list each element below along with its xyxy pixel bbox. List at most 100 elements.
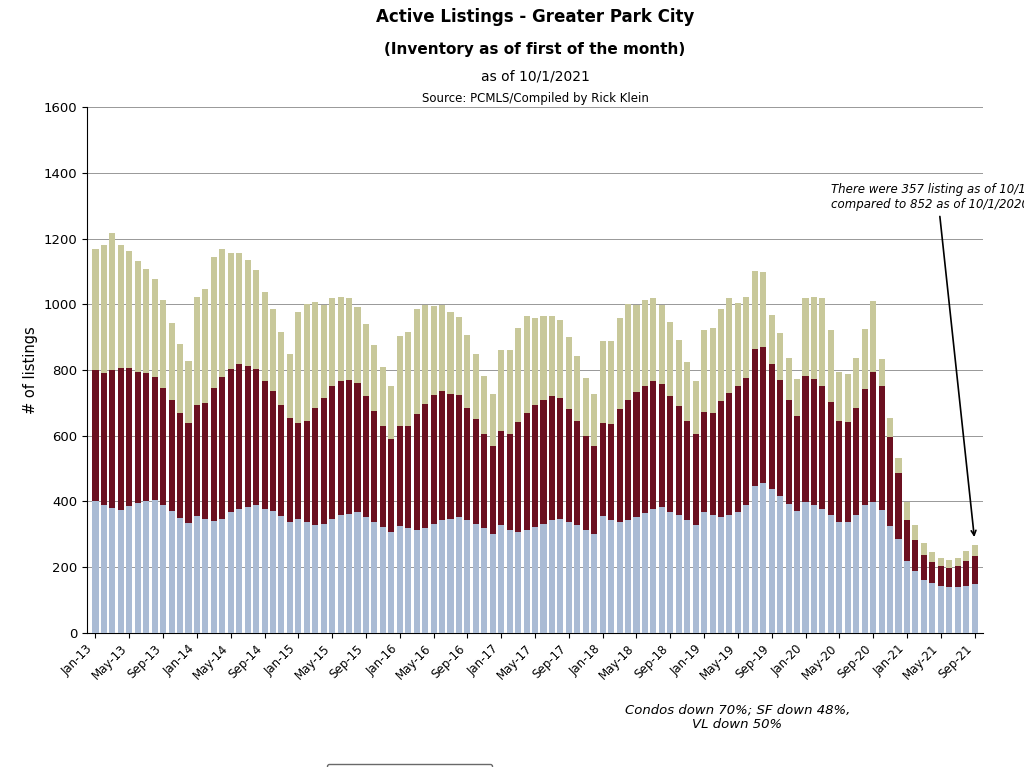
Text: (Inventory as of first of the month): (Inventory as of first of the month) bbox=[384, 42, 686, 58]
Bar bbox=[887, 418, 893, 436]
Bar bbox=[566, 337, 571, 410]
Bar bbox=[237, 364, 243, 509]
Bar bbox=[489, 393, 496, 446]
Bar bbox=[304, 304, 310, 420]
Bar bbox=[532, 527, 538, 633]
Bar bbox=[785, 504, 792, 633]
Bar bbox=[726, 515, 732, 633]
Bar bbox=[541, 316, 547, 400]
Bar bbox=[827, 331, 834, 402]
Bar bbox=[101, 505, 106, 633]
Bar bbox=[819, 509, 825, 633]
Bar bbox=[870, 372, 877, 502]
Bar bbox=[362, 324, 369, 397]
Bar bbox=[837, 420, 843, 522]
Bar bbox=[261, 509, 267, 633]
Bar bbox=[600, 423, 606, 516]
Bar bbox=[211, 258, 217, 388]
Bar bbox=[110, 233, 116, 370]
Bar bbox=[430, 524, 436, 633]
Bar bbox=[237, 509, 243, 633]
Bar bbox=[794, 379, 800, 416]
Bar bbox=[439, 521, 445, 633]
Bar bbox=[803, 502, 809, 633]
Bar bbox=[143, 374, 150, 502]
Bar bbox=[819, 298, 825, 386]
Bar bbox=[219, 518, 225, 633]
Bar bbox=[456, 395, 462, 517]
Bar bbox=[447, 394, 454, 518]
Text: There were 357 listing as of 10/1/21
compared to 852 as of 10/1/2020.: There were 357 listing as of 10/1/21 com… bbox=[830, 183, 1024, 535]
Bar bbox=[811, 297, 817, 379]
Bar bbox=[346, 380, 352, 514]
Bar bbox=[642, 513, 648, 633]
Bar bbox=[185, 423, 191, 523]
Bar bbox=[177, 344, 183, 413]
Bar bbox=[912, 525, 919, 540]
Bar bbox=[591, 534, 597, 633]
Bar bbox=[338, 381, 344, 515]
Bar bbox=[481, 528, 487, 633]
Bar bbox=[625, 304, 631, 400]
Bar bbox=[312, 407, 318, 525]
Bar bbox=[430, 395, 436, 524]
Bar bbox=[237, 252, 243, 364]
Bar bbox=[735, 387, 741, 512]
Bar bbox=[473, 524, 479, 633]
Bar bbox=[439, 390, 445, 521]
Bar bbox=[152, 500, 158, 633]
Bar bbox=[227, 252, 233, 369]
Bar bbox=[447, 311, 454, 394]
Bar bbox=[169, 400, 175, 512]
Bar bbox=[270, 309, 276, 391]
Bar bbox=[845, 422, 851, 522]
Bar bbox=[253, 369, 259, 505]
Bar bbox=[895, 458, 901, 473]
Bar bbox=[785, 400, 792, 504]
Bar bbox=[954, 588, 961, 633]
Bar bbox=[245, 507, 251, 633]
Bar bbox=[785, 357, 792, 400]
Bar bbox=[406, 426, 412, 528]
Bar bbox=[726, 393, 732, 515]
Bar bbox=[634, 517, 640, 633]
Bar bbox=[692, 525, 698, 633]
Bar bbox=[422, 528, 428, 633]
Bar bbox=[827, 515, 834, 633]
Bar bbox=[964, 551, 969, 561]
Bar bbox=[777, 380, 783, 495]
Bar bbox=[203, 519, 209, 633]
Bar bbox=[710, 328, 716, 413]
Bar bbox=[566, 522, 571, 633]
Bar bbox=[879, 387, 885, 509]
Bar bbox=[642, 386, 648, 513]
Bar bbox=[406, 528, 412, 633]
Bar bbox=[406, 332, 412, 426]
Bar bbox=[227, 369, 233, 512]
Bar bbox=[253, 270, 259, 369]
Bar bbox=[634, 392, 640, 517]
Bar bbox=[870, 502, 877, 633]
Bar bbox=[227, 512, 233, 633]
Bar bbox=[616, 522, 623, 633]
Bar bbox=[616, 318, 623, 410]
Bar bbox=[676, 407, 682, 515]
Bar bbox=[895, 539, 901, 633]
Bar bbox=[126, 368, 132, 506]
Bar bbox=[177, 413, 183, 518]
Bar bbox=[430, 306, 436, 395]
Bar bbox=[904, 520, 910, 561]
Bar bbox=[507, 530, 513, 633]
Bar bbox=[634, 304, 640, 392]
Bar bbox=[489, 446, 496, 534]
Bar bbox=[752, 486, 758, 633]
Bar bbox=[895, 473, 901, 539]
Bar bbox=[743, 505, 750, 633]
Bar bbox=[295, 311, 301, 423]
Bar bbox=[362, 517, 369, 633]
Bar bbox=[219, 249, 225, 377]
Bar bbox=[414, 530, 420, 633]
Bar bbox=[938, 566, 944, 586]
Bar bbox=[574, 525, 581, 633]
Bar bbox=[219, 377, 225, 518]
